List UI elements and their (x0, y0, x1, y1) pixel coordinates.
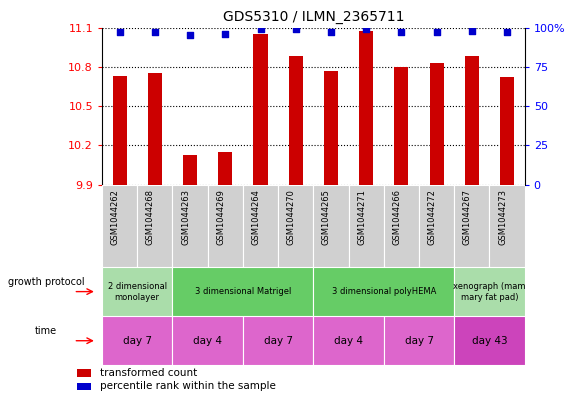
Text: GSM1044270: GSM1044270 (287, 189, 296, 245)
Text: day 43: day 43 (472, 336, 507, 346)
Bar (78, 369, 91, 377)
Point (467, 28, 476, 34)
Text: GSM1044272: GSM1044272 (428, 189, 437, 245)
Text: GSM1044263: GSM1044263 (181, 189, 190, 245)
Point (115, 29, 124, 35)
Point (256, 26, 265, 32)
Text: transformed count: transformed count (100, 368, 197, 378)
Bar (314, 316, 384, 365)
Point (220, 31, 230, 37)
Bar (314, 185, 349, 267)
Text: day 7: day 7 (405, 336, 434, 346)
Bar (359, 31, 373, 185)
Bar (394, 67, 409, 185)
Text: GSM1044271: GSM1044271 (357, 189, 366, 245)
Bar (349, 185, 384, 267)
Bar (102, 185, 137, 267)
Bar (278, 185, 314, 267)
Point (185, 32, 195, 39)
Bar (314, 267, 454, 316)
Title: GDS5310 / ILMN_2365711: GDS5310 / ILMN_2365711 (223, 10, 404, 24)
Text: day 4: day 4 (334, 336, 363, 346)
Point (361, 26, 371, 32)
Text: 3 dimensional polyHEMA: 3 dimensional polyHEMA (332, 287, 436, 296)
Bar (454, 316, 525, 365)
Bar (254, 34, 268, 185)
Point (150, 29, 160, 35)
Bar (102, 316, 173, 365)
Bar (384, 316, 454, 365)
Text: day 7: day 7 (123, 336, 152, 346)
Text: day 4: day 4 (193, 336, 222, 346)
Text: GSM1044266: GSM1044266 (392, 189, 402, 245)
Bar (490, 185, 525, 267)
Bar (148, 73, 162, 185)
Text: xenograph (mam
mary fat pad): xenograph (mam mary fat pad) (453, 282, 526, 301)
Bar (324, 71, 338, 185)
Bar (173, 316, 243, 365)
Text: GSM1044273: GSM1044273 (498, 189, 507, 245)
Point (397, 29, 406, 35)
Bar (384, 185, 419, 267)
Bar (243, 185, 278, 267)
Text: GSM1044262: GSM1044262 (111, 189, 120, 245)
Text: GSM1044269: GSM1044269 (216, 189, 225, 245)
Text: GSM1044265: GSM1044265 (322, 189, 331, 245)
Point (503, 29, 512, 35)
Bar (173, 185, 208, 267)
Bar (430, 63, 444, 185)
Bar (78, 382, 91, 390)
Bar (137, 185, 173, 267)
Bar (465, 56, 479, 185)
Bar (208, 185, 243, 267)
Text: time: time (35, 326, 57, 336)
Text: 2 dimensional
monolayer: 2 dimensional monolayer (108, 282, 167, 301)
Text: GSM1044267: GSM1044267 (463, 189, 472, 245)
Bar (454, 185, 490, 267)
Bar (289, 56, 303, 185)
Text: growth protocol: growth protocol (8, 277, 84, 287)
Bar (243, 316, 314, 365)
Text: 3 dimensional Matrigel: 3 dimensional Matrigel (195, 287, 291, 296)
Bar (183, 154, 197, 185)
Bar (218, 152, 233, 185)
Bar (419, 185, 454, 267)
Text: percentile rank within the sample: percentile rank within the sample (100, 381, 276, 391)
Bar (500, 77, 514, 185)
Bar (102, 267, 173, 316)
Text: day 7: day 7 (264, 336, 293, 346)
Text: GSM1044264: GSM1044264 (251, 189, 261, 245)
Point (432, 29, 441, 35)
Bar (173, 267, 314, 316)
Point (326, 29, 336, 35)
Point (291, 26, 300, 32)
Bar (454, 267, 525, 316)
Bar (113, 76, 127, 185)
Text: GSM1044268: GSM1044268 (146, 189, 155, 245)
